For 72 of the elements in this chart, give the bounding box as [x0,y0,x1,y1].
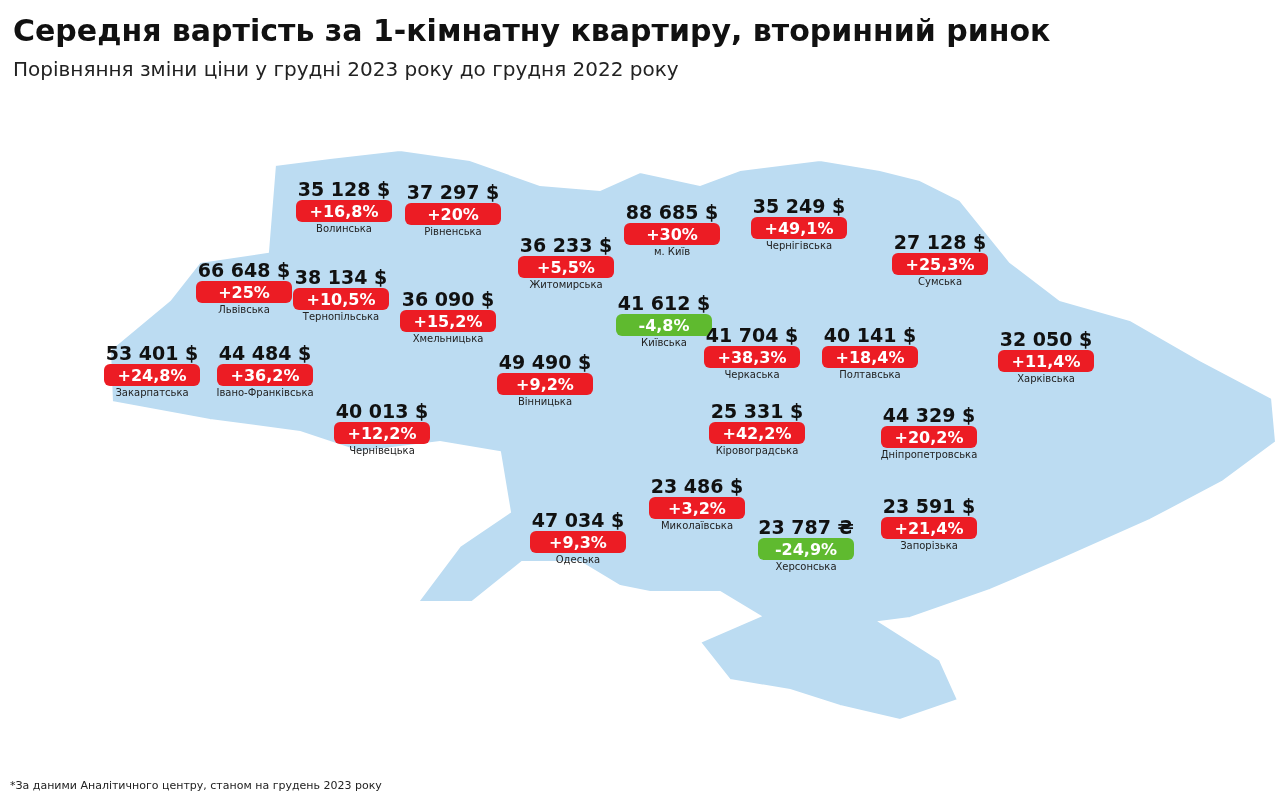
category-label: Житомирська [529,278,603,290]
text: *За даними Аналітичного центру, станом на грудень 2023 року [10,778,383,792]
category-label: Херсонська [775,560,837,572]
category-label: м. Київ [653,245,691,257]
data-label: 36 233 $ [519,234,613,256]
category-label: Закарпатська [115,386,189,398]
category-label: Львівська [218,303,270,315]
data-label: 38 134 $ [294,266,388,288]
data-label: 23 787 ₴ [758,516,854,538]
category-label: Київська [641,336,687,348]
data-label: 44 484 $ [218,342,312,364]
text: Середня вартість за 1-кімнатну квартиру, вторинний ринок [13,12,1051,48]
category-label: Чернігівська [765,239,833,251]
data-label: +18,4% [835,347,905,367]
category-label: Харківська [1017,372,1075,384]
data-label: +10,5% [306,289,376,309]
data-label: 41 704 $ [705,324,799,346]
category-label: Вінницька [517,395,573,407]
data-label: +9,3% [549,532,607,552]
data-label: +42,2% [722,423,792,443]
data-label: 53 401 $ [105,342,199,364]
text: Порівняння зміни ціни у грудні 2023 року до грудня 2022 року [13,57,679,81]
data-label: 88 685 $ [625,201,719,223]
data-label: +9,2% [516,374,574,394]
data-label: +25% [218,282,270,302]
category-label: Запорізька [900,539,958,551]
data-label: +11,4% [1011,351,1081,371]
category-label: Рівненська [424,225,482,237]
category-label: Волинська [316,222,372,234]
data-label: 35 128 $ [297,178,391,200]
data-label: +20% [427,204,479,224]
data-label: 23 486 $ [650,475,744,497]
data-label: +21,4% [894,518,964,538]
data-label: -24,9% [774,539,838,559]
category-label: Тернопільська [301,310,380,322]
data-label: 23 591 $ [882,495,976,517]
data-label: 40 013 $ [335,400,429,422]
category-label: Дніпропетровська [880,448,978,460]
data-label: +38,3% [717,347,787,367]
data-label: 66 648 $ [197,259,291,281]
category-label: Черкаська [724,368,780,380]
data-label: +20,2% [894,427,964,447]
data-label: 25 331 $ [710,400,804,422]
category-label: Хмельницька [412,332,484,344]
category-label: Сумська [917,275,963,287]
data-label: 44 329 $ [882,404,976,426]
data-label: 49 490 $ [498,351,592,373]
category-label: Полтавська [839,368,901,380]
data-label: 40 141 $ [823,324,917,346]
category-label: Миколаївська [660,519,734,531]
category-label: Чернівецька [349,444,415,456]
data-label: +25,3% [905,254,975,274]
data-label: 47 034 $ [531,509,625,531]
data-label: 32 050 $ [999,328,1093,350]
data-label: +24,8% [117,365,187,385]
data-label: +5,5% [537,257,595,277]
data-label: 41 612 $ [617,292,711,314]
category-label: Одеська [555,553,601,565]
data-label: +36,2% [230,365,300,385]
data-label: -4,8% [638,315,690,335]
data-label: +30% [646,224,698,244]
data-label: +49,1% [764,218,834,238]
data-label: 36 090 $ [401,288,495,310]
category-label: Івано-Франківська [216,386,314,398]
data-label: 27 128 $ [893,231,987,253]
data-label: 35 249 $ [752,195,846,217]
data-label: +12,2% [347,423,417,443]
data-label: +16,8% [309,201,379,221]
data-label: +3,2% [668,498,726,518]
category-label: Кіровоградська [715,444,799,456]
data-label: +15,2% [413,311,483,331]
data-label: 37 297 $ [406,181,500,203]
